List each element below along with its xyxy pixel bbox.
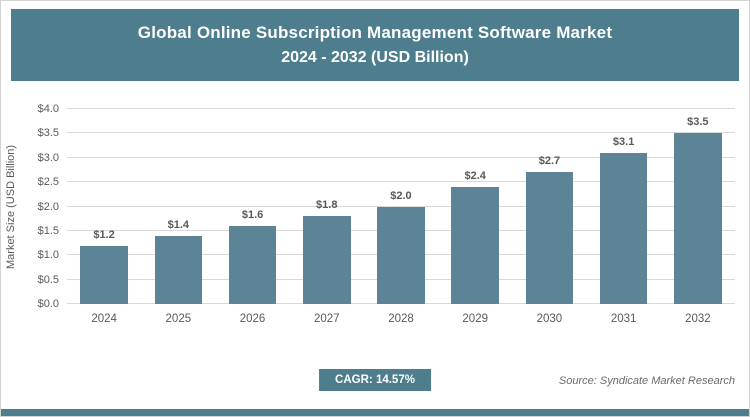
chart-title-band: Global Online Subscription Management So… [11, 9, 739, 81]
y-tick-label: $0.5 [37, 273, 59, 286]
bar-value-label: $1.8 [316, 199, 338, 212]
bar [303, 216, 351, 304]
source-credit: Source: Syndicate Market Research [558, 375, 735, 387]
y-tick-label: $1.0 [37, 249, 59, 262]
bar [599, 152, 648, 304]
y-tick-label: $4.0 [37, 103, 59, 115]
bar-value-label: $2.0 [390, 189, 412, 202]
x-tick-label: 2031 [610, 313, 637, 325]
x-tick-label: 2030 [536, 313, 563, 325]
x-tick-label: 2028 [388, 313, 414, 325]
y-tick-label: $2.0 [37, 200, 59, 213]
x-tick-label: 2029 [462, 313, 488, 325]
bar-value-label: $2.7 [538, 155, 561, 168]
bar [525, 172, 574, 304]
y-axis-title: Market Size (USD Billion) [5, 144, 17, 269]
bar-value-label: $1.6 [241, 209, 264, 221]
x-tick-label: 2032 [685, 313, 711, 325]
bar-slot: $1.4 [141, 109, 215, 304]
plot-area: $1.2 $1.4 $1.6 $1.8 $2.0 $2.4 $2.7 $3.1 $3.5 [67, 108, 735, 304]
gridline [67, 181, 735, 183]
bar-value-label: $2.4 [464, 170, 486, 182]
bar-slot: $1.6 [215, 109, 289, 304]
y-tick-label: $3.5 [37, 127, 59, 140]
bar-slot: $1.8 [290, 109, 364, 304]
bar [674, 133, 722, 304]
y-tick-label: $2.5 [37, 176, 59, 189]
bars-row: $1.2 $1.4 $1.6 $1.8 $2.0 $2.4 $2.7 $3.1 $3.5 [67, 109, 735, 304]
bar [80, 245, 128, 304]
bar-slot: $3.5 [661, 109, 735, 304]
cagr-badge: CAGR: 14.57% [319, 369, 431, 391]
chart-title-line2: 2024 - 2032 (USD Billion) [281, 49, 469, 66]
x-tick-label: 2025 [165, 313, 192, 325]
bar-slot: $2.4 [438, 109, 512, 304]
bar-value-label: $3.5 [687, 116, 709, 129]
bar [154, 235, 203, 304]
y-tick-label: $3.0 [37, 151, 59, 164]
x-tick-label: 2026 [239, 313, 266, 325]
bar-slot: $2.0 [364, 109, 438, 304]
bar-value-label: $3.1 [612, 135, 635, 148]
bar [451, 187, 499, 304]
bar-value-label: $1.4 [167, 218, 190, 231]
bar-slot: $1.2 [67, 109, 141, 304]
gridline [67, 108, 735, 109]
bar-slot: $3.1 [587, 109, 661, 304]
bottom-accent-strip [1, 409, 749, 416]
x-tick-label: 2024 [91, 313, 117, 325]
gridline [67, 205, 735, 207]
bar [377, 206, 425, 304]
chart-title-line1: Global Online Subscription Management So… [137, 23, 613, 42]
y-tick-label: $1.5 [37, 224, 59, 237]
y-axis-ticks: $0.0 $0.5 $1.0 $1.5 $2.0 $2.5 $3.0 $3.5 $4.0 [21, 103, 63, 310]
bar-slot: $2.7 [512, 109, 586, 304]
x-tick-label: 2027 [313, 313, 340, 325]
gridline [67, 156, 735, 158]
x-axis-labels: 2024 2025 2026 2027 2028 2029 2030 2031 2032 [67, 313, 735, 329]
bar-value-label: $1.2 [93, 228, 115, 241]
gridline [67, 132, 735, 134]
y-tick-label: $0.0 [37, 298, 59, 310]
bar [228, 226, 277, 304]
